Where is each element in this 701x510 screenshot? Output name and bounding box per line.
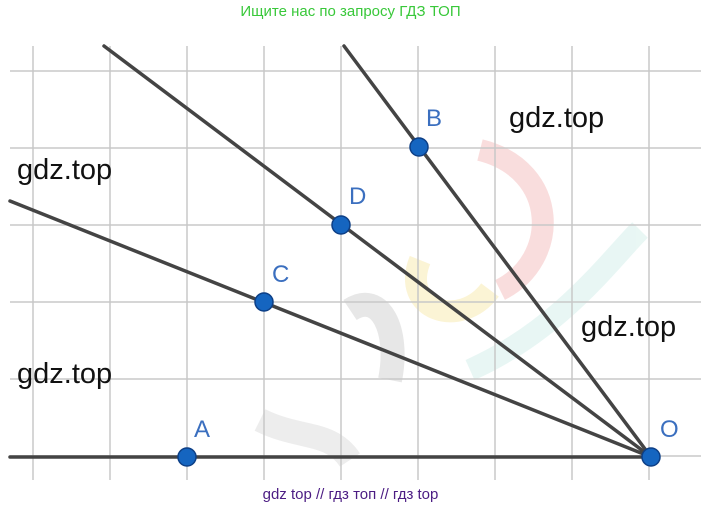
watermark-1: gdz.top [509,102,605,134]
label-B: B [426,105,442,132]
top-banner: Ищите нас по запросу ГДЗ ТОП [240,3,461,20]
point-C [254,292,274,312]
ray-OB [342,44,653,459]
point-B [409,137,429,157]
rays [8,44,653,459]
label-A: A [194,416,210,443]
points [177,137,661,467]
point-D [331,215,351,235]
label-C: C [272,261,289,288]
watermark-4: gdz.top [17,358,113,390]
bottom-banner: gdz top // гдз топ // гдз top [262,486,439,503]
ray-OD [102,44,653,459]
label-D: D [349,183,366,210]
point-A [177,447,197,467]
ray-OC [8,199,653,459]
watermark-3: gdz.top [581,311,677,343]
label-O: O [660,416,679,443]
watermark-2: gdz.top [17,154,113,186]
point-O [641,447,661,467]
background-logo-decoration [254,139,648,468]
